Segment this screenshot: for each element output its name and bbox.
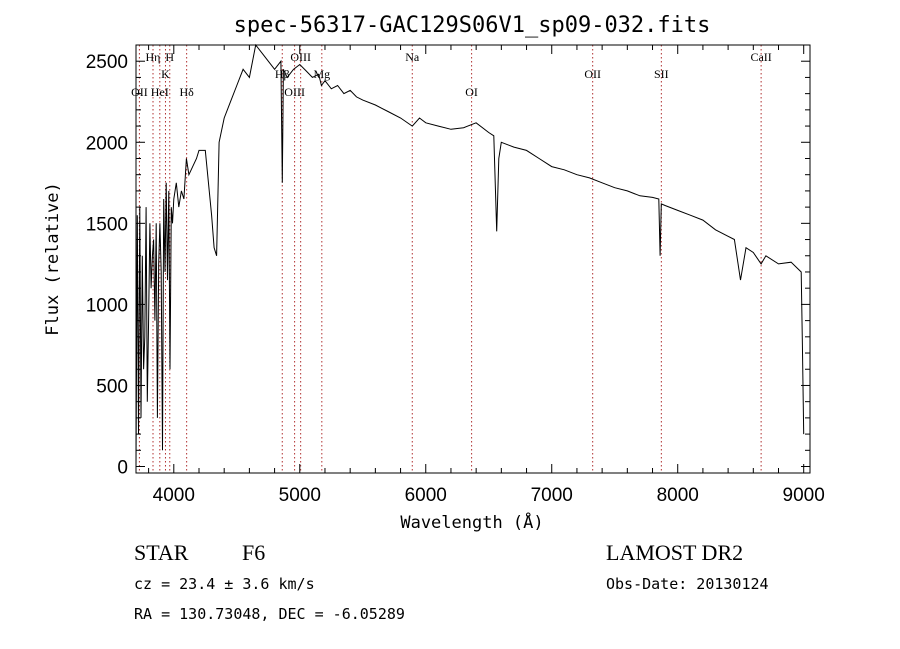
line-marker-label: OII — [131, 85, 148, 99]
y-axis-label: Flux (relative) — [43, 182, 63, 336]
line-marker-label: H — [165, 50, 174, 64]
x-axis-label: Wavelength (Å) — [400, 511, 543, 533]
x-tick-label: 6000 — [405, 485, 447, 506]
spectral-subclass: F6 — [242, 540, 265, 565]
y-tick-label: 500 — [96, 376, 128, 397]
y-tick-label: 2500 — [86, 52, 128, 73]
line-marker-label: SII — [654, 67, 669, 81]
x-tick-label: 9000 — [783, 485, 825, 506]
line-marker-label: K — [161, 67, 170, 81]
x-tick-label: 5000 — [279, 485, 321, 506]
plot-frame — [135, 44, 811, 474]
survey-name: LAMOST DR2 — [606, 540, 743, 565]
line-marker-label: Na — [405, 50, 420, 64]
x-axis-ticks: 4000 5000 6000 7000 8000 9000 — [148, 45, 825, 506]
line-marker-label: OI — [465, 85, 478, 99]
line-marker-label: Hβ — [275, 67, 290, 81]
object-type: STAR — [134, 540, 189, 565]
y-tick-label: 0 — [117, 458, 128, 479]
line-marker-label: Mg — [313, 67, 330, 81]
observation-date: Obs-Date: 20130124 — [606, 575, 769, 593]
y-axis-ticks: 0 500 1000 1500 2000 2500 — [86, 44, 810, 479]
y-tick-label: 1500 — [86, 214, 128, 235]
line-marker-label: Hη — [146, 50, 161, 64]
y-tick-label: 2000 — [86, 133, 128, 154]
spectrum-line — [135, 43, 805, 467]
line-marker-label: OII — [584, 67, 601, 81]
line-marker-label: OIII — [290, 50, 311, 64]
coordinates: RA = 130.73048, DEC = -6.05289 — [134, 605, 405, 623]
line-marker-label: Hδ — [179, 85, 194, 99]
spectrum-series — [135, 43, 805, 467]
x-tick-label: 4000 — [153, 485, 195, 506]
chart-title: spec-56317-GAC129S06V1_sp09-032.fits — [234, 13, 711, 38]
line-marker-label: HeI — [151, 85, 169, 99]
line-marker-label: CaII — [750, 50, 771, 64]
x-tick-label: 7000 — [531, 485, 573, 506]
redshift-cz: cz = 23.4 ± 3.6 km/s — [134, 575, 315, 593]
x-tick-label: 8000 — [657, 485, 699, 506]
line-marker-label: OIII — [284, 85, 305, 99]
y-tick-label: 1000 — [86, 295, 128, 316]
